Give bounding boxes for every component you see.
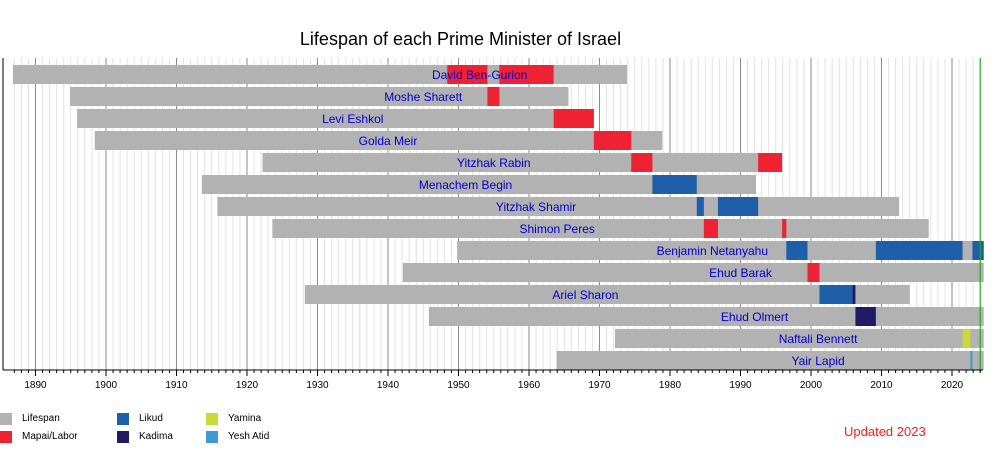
term-bar-ariel-sharon-2 bbox=[852, 285, 856, 304]
legend-swatch bbox=[117, 431, 129, 443]
x-tick-label: 2020 bbox=[941, 380, 964, 391]
term-bar-yitzhak-shamir-1 bbox=[696, 197, 704, 216]
pm-name-label: Yitzhak Rabin bbox=[457, 156, 531, 170]
x-tick-label: 1900 bbox=[95, 380, 118, 391]
x-tick-label: 1930 bbox=[306, 380, 329, 391]
term-bar-yitzhak-rabin-2 bbox=[758, 153, 783, 172]
lifespan-bar-levi-eshkol bbox=[77, 109, 594, 128]
lifespan-bar-ariel-sharon bbox=[304, 285, 910, 304]
x-tick-label: 1960 bbox=[518, 380, 541, 391]
pm-name-label: Yair Lapid bbox=[791, 354, 844, 368]
x-tick-label: 1940 bbox=[377, 380, 400, 391]
x-tick-label: 1910 bbox=[165, 380, 188, 391]
term-bar-shimon-peres-2 bbox=[782, 219, 787, 238]
legend-label: Yamina bbox=[228, 413, 262, 424]
legend-swatch bbox=[206, 431, 218, 443]
term-bar-ehud-barak-1 bbox=[807, 263, 820, 282]
legend-label: Lifespan bbox=[22, 413, 60, 424]
x-tick-label: 1950 bbox=[447, 380, 470, 391]
pm-name-label: Menachem Begin bbox=[419, 178, 512, 192]
term-bar-benjamin-netanyahu-2 bbox=[875, 241, 963, 260]
lifespan-bar-menachem-begin bbox=[201, 175, 757, 194]
lifespan-bar-ehud-barak bbox=[402, 263, 984, 282]
pm-name-label: Moshe Sharett bbox=[384, 90, 463, 104]
legend-swatch bbox=[117, 413, 129, 425]
lifespan-bar-yair-lapid bbox=[556, 351, 984, 370]
pm-name-label: Shimon Peres bbox=[520, 222, 595, 236]
term-bar-moshe-sharett-1 bbox=[487, 87, 500, 106]
legend-label: Kadima bbox=[139, 431, 173, 442]
pm-name-label: Ehud Olmert bbox=[721, 310, 789, 324]
legend-label: Mapai/Labor bbox=[22, 431, 78, 442]
x-tick-label: 1890 bbox=[24, 380, 47, 391]
lifespan-bar-ehud-olmert bbox=[428, 307, 984, 326]
term-bar-golda-meir-1 bbox=[593, 131, 632, 150]
term-bar-yitzhak-rabin-1 bbox=[631, 153, 653, 172]
x-tick-label: 2000 bbox=[800, 380, 823, 391]
lifespan-bar-moshe-sharett bbox=[70, 87, 569, 106]
x-tick-label: 1920 bbox=[236, 380, 259, 391]
lifespan-bar-benjamin-netanyahu bbox=[457, 241, 984, 260]
lifespan-bar-shimon-peres bbox=[272, 219, 929, 238]
pm-name-label: David Ben-Gurion bbox=[432, 68, 527, 82]
legend-swatch bbox=[0, 413, 12, 425]
chart-title: Lifespan of each Prime Minister of Israe… bbox=[299, 29, 622, 49]
x-tick-label: 1980 bbox=[659, 380, 682, 391]
term-bar-benjamin-netanyahu-1 bbox=[786, 241, 808, 260]
legend-label: Yesh Atid bbox=[228, 431, 270, 442]
pm-name-label: Benjamin Netanyahu bbox=[657, 244, 768, 258]
x-tick-label: 1990 bbox=[729, 380, 752, 391]
term-bar-benjamin-netanyahu-3 bbox=[972, 241, 984, 260]
pm-name-label: Naftali Bennett bbox=[779, 332, 858, 346]
pm-name-label: Golda Meir bbox=[359, 134, 418, 148]
term-bar-levi-eshkol-1 bbox=[553, 109, 594, 128]
x-tick-label: 1970 bbox=[588, 380, 611, 391]
updated-note: Updated 2023 bbox=[844, 424, 926, 439]
term-bar-menachem-begin-1 bbox=[652, 175, 697, 194]
lifespan-bar-naftali-bennett bbox=[615, 329, 984, 348]
term-bar-david-ben-gurion-1 bbox=[447, 65, 488, 84]
term-bar-yair-lapid-1 bbox=[970, 351, 973, 370]
term-bar-naftali-bennett-1 bbox=[962, 329, 971, 348]
pm-name-label: Levi Eshkol bbox=[322, 112, 383, 126]
term-bar-ehud-olmert-1 bbox=[855, 307, 876, 326]
legend-swatch bbox=[0, 431, 12, 443]
x-tick-label: 2010 bbox=[870, 380, 893, 391]
term-bar-ariel-sharon-1 bbox=[819, 285, 853, 304]
pm-name-label: Yitzhak Shamir bbox=[496, 200, 576, 214]
term-bar-shimon-peres-1 bbox=[703, 219, 718, 238]
term-bar-david-ben-gurion-2 bbox=[499, 65, 554, 84]
legend-label: Likud bbox=[139, 413, 163, 424]
legend-swatch bbox=[206, 413, 218, 425]
term-bar-yitzhak-shamir-2 bbox=[717, 197, 759, 216]
pm-name-label: Ariel Sharon bbox=[552, 288, 618, 302]
pm-name-label: Ehud Barak bbox=[709, 266, 773, 280]
lifespan-bar-golda-meir bbox=[94, 131, 663, 150]
